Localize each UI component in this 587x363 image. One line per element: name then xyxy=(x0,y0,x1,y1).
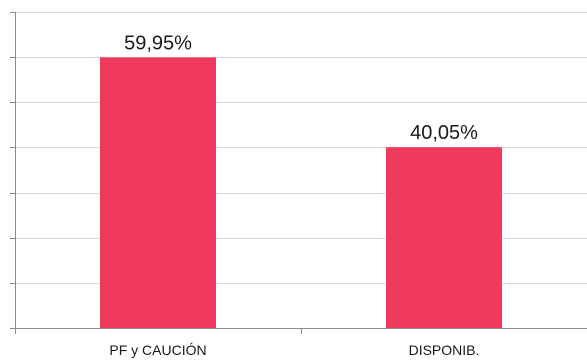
axes xyxy=(10,12,587,334)
category-labels: PF y CAUCIÓN DISPONIB. xyxy=(109,342,479,358)
data-labels: 59,95% 40,05% xyxy=(124,32,478,144)
bars xyxy=(100,57,502,329)
bar xyxy=(386,147,502,328)
data-label: 40,05% xyxy=(410,122,478,144)
category-label: DISPONIB. xyxy=(409,342,480,358)
bar xyxy=(100,57,216,329)
data-label: 59,95% xyxy=(124,32,192,54)
category-label: PF y CAUCIÓN xyxy=(109,342,206,358)
